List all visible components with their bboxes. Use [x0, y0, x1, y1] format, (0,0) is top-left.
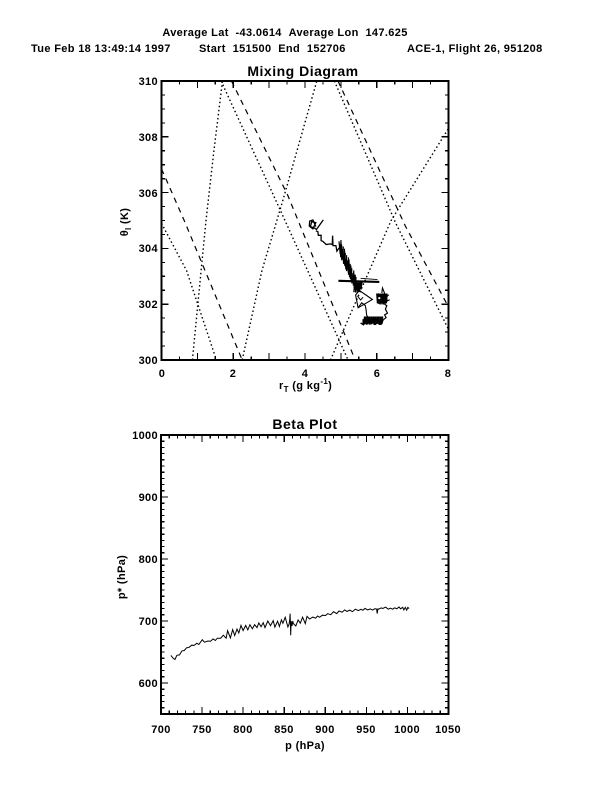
svg-text:900: 900: [315, 724, 334, 736]
svg-text:1000: 1000: [394, 724, 420, 736]
svg-text:Tue Feb 18 13:49:14 1997: Tue Feb 18 13:49:14 1997: [31, 43, 171, 55]
svg-text:Mixing Diagram: Mixing Diagram: [247, 63, 358, 79]
svg-text:1000: 1000: [132, 430, 158, 442]
svg-text:950: 950: [356, 724, 375, 736]
svg-text:800: 800: [139, 554, 158, 566]
svg-text:8: 8: [445, 368, 451, 380]
svg-text:306: 306: [139, 188, 158, 200]
svg-text:600: 600: [139, 678, 158, 690]
svg-text:700: 700: [151, 724, 170, 736]
svg-text:308: 308: [139, 132, 158, 144]
svg-text:Average Lat -43.0614 Average: Average Lat -43.0614 Average Lon 147.625: [162, 27, 407, 39]
svg-text:300: 300: [139, 355, 158, 367]
svg-text:850: 850: [274, 724, 293, 736]
svg-text:304: 304: [139, 243, 159, 255]
svg-text:Start 151500 End 152706: Start 151500 End 152706: [199, 43, 346, 55]
svg-text:p (hPa): p (hPa): [285, 740, 325, 752]
svg-text:θl (K): θl (K): [119, 208, 133, 237]
svg-text:310: 310: [139, 76, 158, 88]
svg-text:ACE-1, Flight 26, 951208: ACE-1, Flight 26, 951208: [407, 43, 543, 55]
svg-text:1050: 1050: [435, 724, 461, 736]
svg-text:750: 750: [192, 724, 211, 736]
svg-text:2: 2: [230, 368, 236, 380]
svg-text:800: 800: [233, 724, 252, 736]
svg-text:4: 4: [302, 368, 309, 380]
svg-text:900: 900: [139, 492, 158, 504]
svg-text:p* (hPa): p* (hPa): [116, 555, 128, 599]
svg-text:700: 700: [139, 616, 158, 628]
svg-text:6: 6: [374, 368, 380, 380]
svg-text:rT (g kg-1): rT (g kg-1): [279, 377, 332, 394]
svg-text:0: 0: [159, 368, 165, 380]
svg-text:Beta Plot: Beta Plot: [272, 416, 337, 432]
svg-text:302: 302: [139, 299, 158, 311]
